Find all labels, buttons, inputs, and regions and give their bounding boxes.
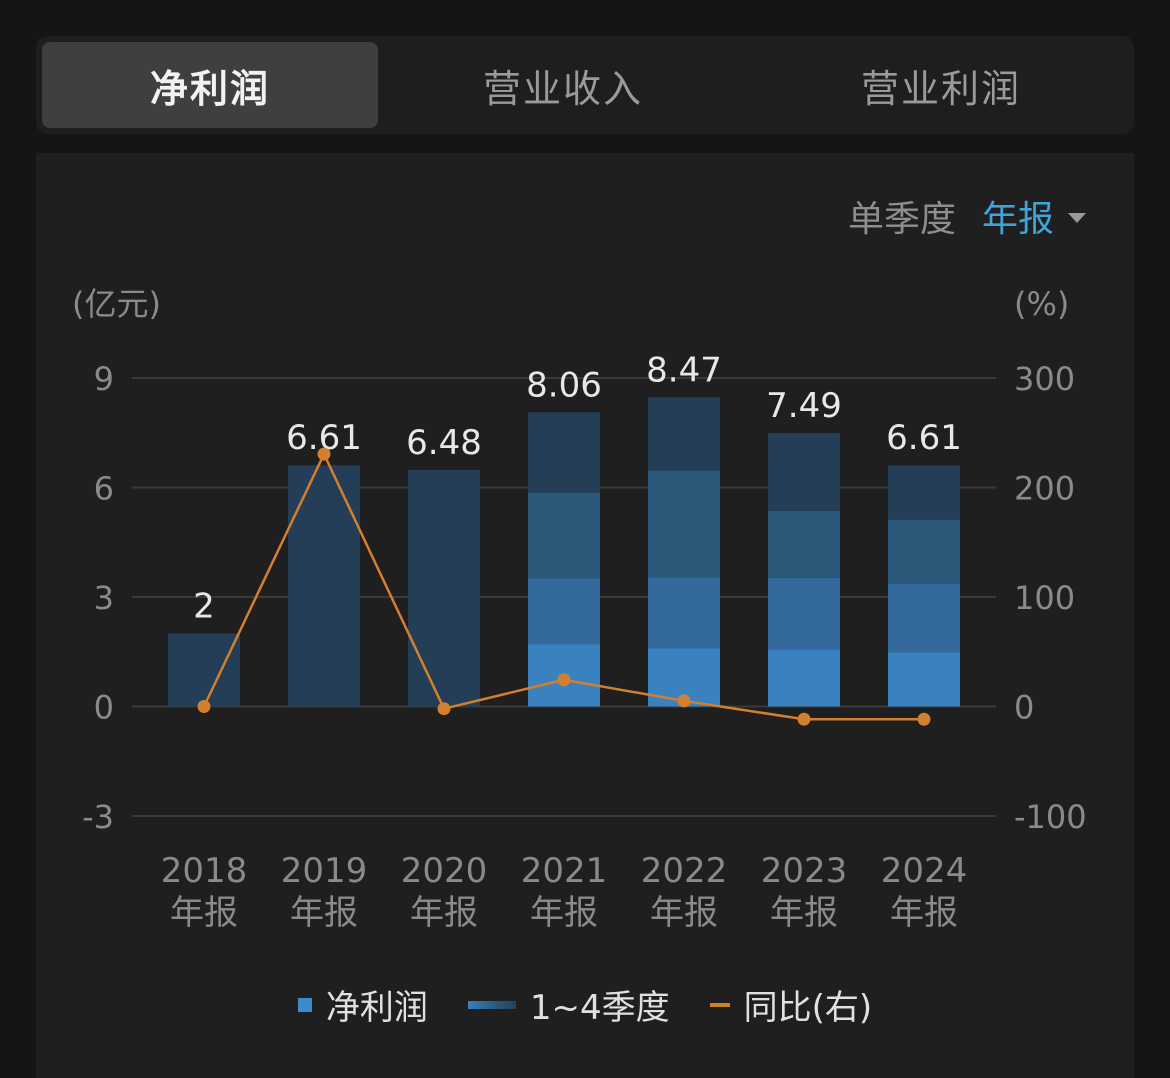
bar-segment (768, 577, 840, 650)
y-tick-left: 9 (94, 360, 114, 398)
legend-label: 1~4季度 (529, 988, 670, 1028)
x-tick-label: 2023 年报 (761, 851, 848, 933)
bar-value-label: 6.48 (406, 423, 482, 463)
y-tick-right: 100 (1014, 579, 1075, 617)
yoy-point (437, 702, 451, 716)
bar-segment (528, 492, 600, 579)
y-tick-right: 200 (1014, 470, 1075, 508)
bar-segment (888, 583, 960, 653)
bar-value-label: 6.61 (886, 418, 962, 458)
tab-operating-profit[interactable]: 营业利润 (860, 66, 1021, 111)
yoy-point (677, 694, 691, 708)
bar-value-label: 8.06 (526, 365, 602, 405)
annual-dropdown[interactable]: 年报 (982, 190, 1086, 242)
legend-net-profit[interactable]: 净利润 (297, 980, 428, 1029)
legend-yoy[interactable]: 同比(右) (709, 980, 873, 1029)
metric-tabs: 净利润 营业收入 营业利润 (36, 36, 1134, 134)
legend-label: 净利润 (325, 988, 428, 1028)
y-tick-left: 0 (94, 689, 114, 727)
bar-segment (648, 397, 720, 471)
bar-segment (288, 465, 360, 707)
bar-value-label: 7.49 (766, 386, 842, 426)
y-tick-left: -3 (82, 798, 114, 836)
yoy-point (557, 673, 571, 687)
bar-segment (648, 470, 720, 578)
tab-revenue[interactable]: 营业收入 (482, 66, 643, 111)
y-tick-left: 6 (94, 470, 114, 508)
chevron-down-icon (1068, 213, 1086, 223)
chart-legend: 净利润 1~4季度 同比(右) (0, 980, 1170, 1029)
quarterly-option[interactable]: 单季度 (847, 199, 956, 240)
square-swatch-icon (297, 997, 312, 1012)
bar-segment (408, 469, 480, 707)
bar-segment (888, 465, 960, 520)
x-tick-label: 2019 年报 (281, 851, 368, 933)
gradient-swatch-icon (467, 1000, 516, 1009)
tab-net-profit[interactable]: 净利润 (42, 42, 378, 128)
yoy-point (797, 712, 811, 726)
right-unit-label: (%) (1014, 285, 1069, 323)
bar-segment (168, 633, 240, 707)
yoy-point (197, 700, 211, 713)
bar-segment (768, 649, 840, 707)
legend-label: 同比(右) (743, 988, 873, 1028)
bar-segment (528, 412, 600, 493)
x-tick-label: 2022 年报 (641, 851, 728, 933)
annual-option: 年报 (981, 199, 1054, 240)
bar-segment (768, 433, 840, 511)
bar-segment (768, 510, 840, 578)
period-toggle: 单季度 年报 (848, 190, 1086, 242)
left-unit-label: (亿元) (72, 285, 161, 323)
y-tick-left: 3 (94, 579, 114, 617)
bar-segment (528, 578, 600, 645)
y-tick-right: -100 (1014, 798, 1087, 836)
bar-segment (888, 652, 960, 707)
x-tick-label: 2024 年报 (881, 851, 968, 933)
line-swatch-icon (709, 1002, 730, 1007)
x-tick-label: 2018 年报 (161, 851, 248, 933)
yoy-point (317, 447, 331, 461)
y-tick-right: 0 (1014, 689, 1034, 727)
x-tick-label: 2020 年报 (401, 851, 488, 933)
bar-value-label: 2 (193, 587, 215, 627)
x-tick-label: 2021 年报 (521, 851, 608, 933)
bar-segment (888, 519, 960, 584)
bar-value-label: 8.47 (646, 350, 722, 390)
bar-segment (648, 577, 720, 649)
y-tick-right: 300 (1014, 360, 1075, 398)
legend-quarters[interactable]: 1~4季度 (467, 980, 670, 1029)
yoy-point (917, 712, 931, 726)
